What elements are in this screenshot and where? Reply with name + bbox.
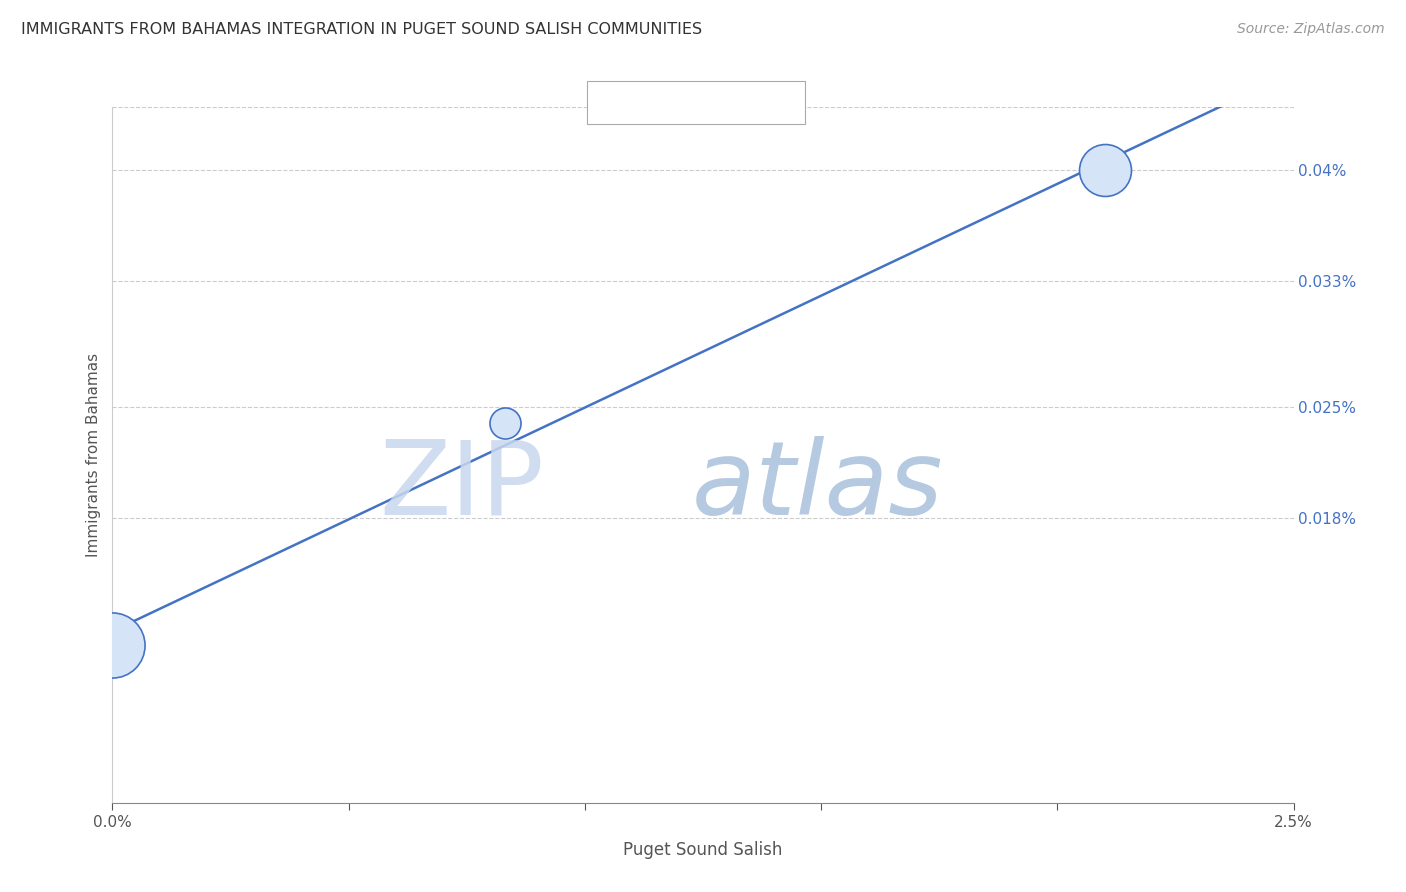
Point [494, 417, 516, 431]
Text: IMMIGRANTS FROM BAHAMAS INTEGRATION IN PUGET SOUND SALISH COMMUNITIES: IMMIGRANTS FROM BAHAMAS INTEGRATION IN P… [21, 22, 702, 37]
Text: Source: ZipAtlas.com: Source: ZipAtlas.com [1237, 22, 1385, 37]
Text: N =: N = [718, 94, 758, 112]
Text: atlas: atlas [692, 436, 943, 536]
X-axis label: Puget Sound Salish: Puget Sound Salish [623, 841, 783, 859]
Text: 0.997: 0.997 [650, 94, 702, 112]
FancyBboxPatch shape [588, 81, 806, 124]
Text: 3: 3 [763, 94, 775, 112]
Text: R =: R = [605, 94, 644, 112]
Y-axis label: Immigrants from Bahamas: Immigrants from Bahamas [86, 353, 101, 557]
Text: ZIP: ZIP [380, 435, 544, 537]
Point [1094, 163, 1116, 178]
Point [101, 638, 124, 652]
